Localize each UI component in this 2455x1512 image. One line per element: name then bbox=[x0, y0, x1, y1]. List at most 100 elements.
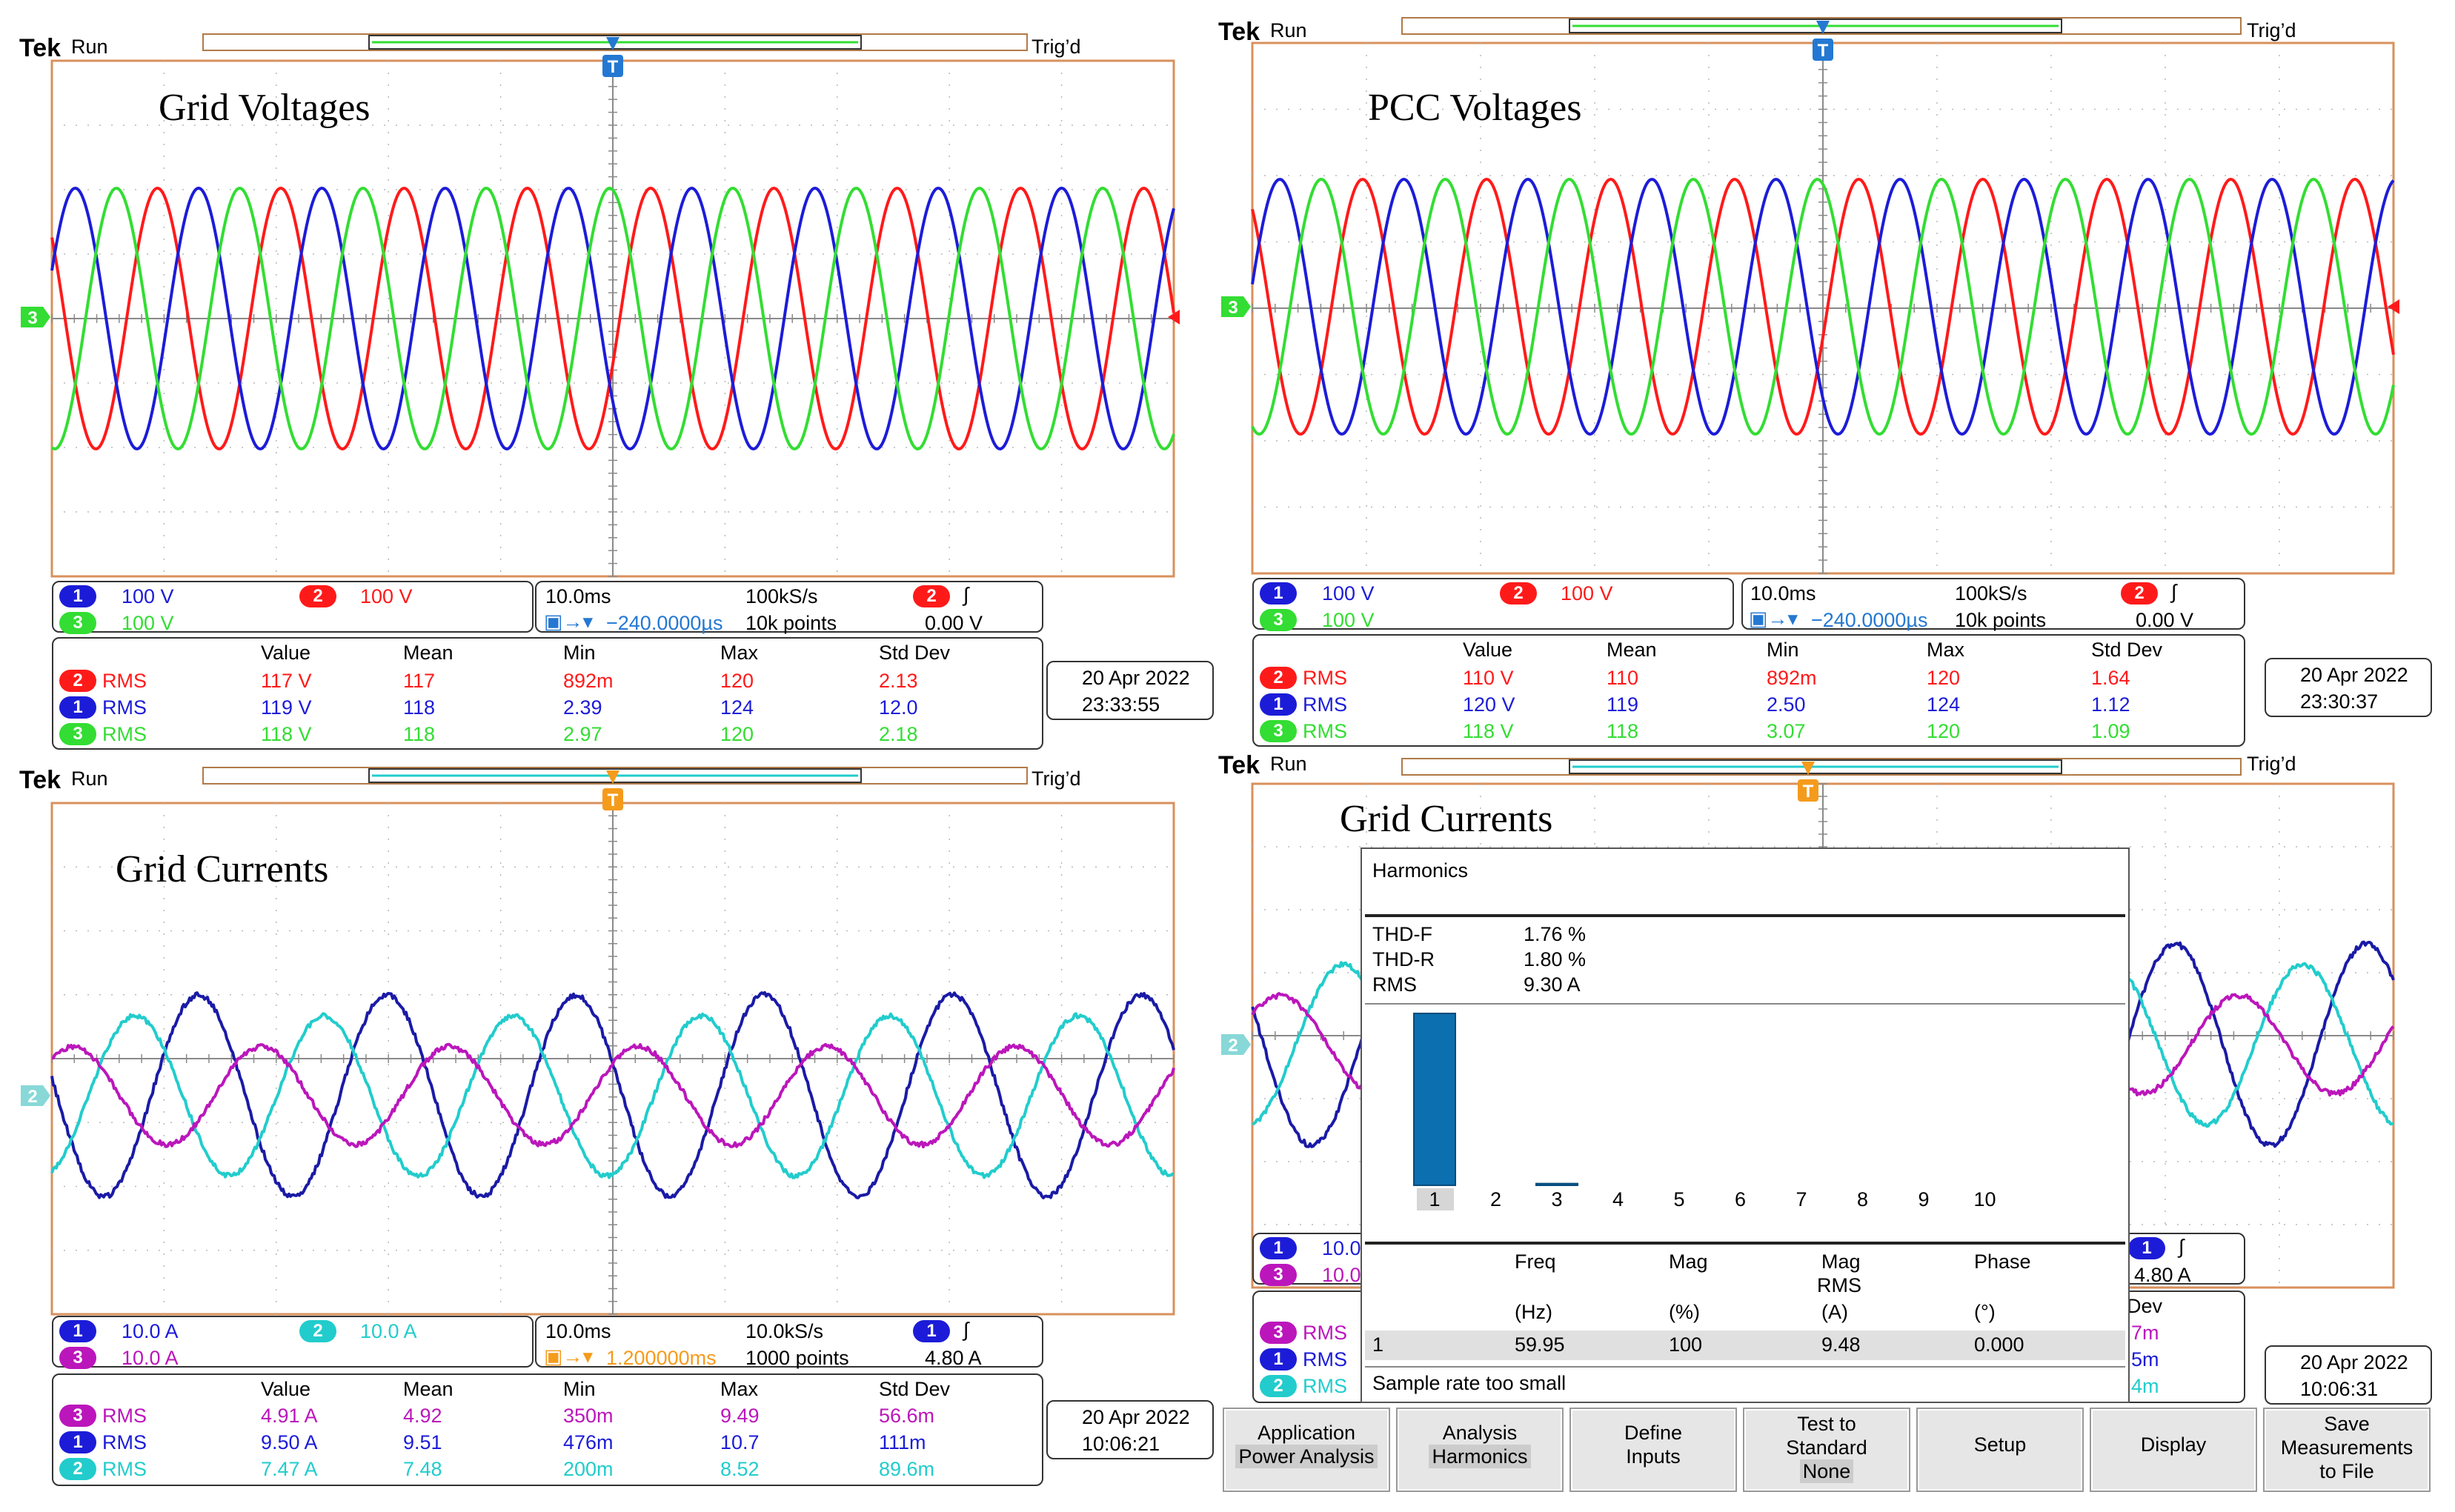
tek-logo: Tek bbox=[19, 34, 61, 63]
meas-row-name: RMS bbox=[1303, 1322, 1347, 1344]
meas-value: 120 V bbox=[1463, 693, 1515, 716]
meas-header-min: Min bbox=[563, 642, 596, 664]
menu-application-button[interactable]: Application Power Analysis bbox=[1223, 1408, 1390, 1492]
meas-row-name: RMS bbox=[1303, 1375, 1347, 1397]
meas-row-name: RMS bbox=[1303, 667, 1347, 689]
run-status: Run bbox=[71, 767, 108, 790]
menu-analysis-button[interactable]: Analysis Harmonics bbox=[1396, 1408, 1564, 1492]
meas-mean: 110 bbox=[1607, 667, 1638, 689]
menu-display-button[interactable]: Display bbox=[2090, 1408, 2257, 1492]
harmonics-title: Harmonics bbox=[1372, 859, 1468, 882]
menu-label: Inputs bbox=[1571, 1445, 1735, 1468]
meas-row-badge: 3 bbox=[59, 723, 96, 745]
harmonic-order-label: 1 bbox=[1429, 1188, 1440, 1210]
unit-phase: (°) bbox=[1974, 1301, 1996, 1323]
meas-mean: 118 bbox=[403, 723, 435, 745]
harmonic-bar bbox=[1536, 1184, 1578, 1185]
harmonic-order-label: 8 bbox=[1857, 1188, 1868, 1210]
menu-test-to-standard-button[interactable]: Test to Standard None bbox=[1743, 1408, 1910, 1492]
menu-setup-button[interactable]: Setup bbox=[1916, 1408, 2084, 1492]
menu-value: None bbox=[1800, 1459, 1854, 1483]
panel-title: PCC Voltages bbox=[1368, 86, 1582, 130]
meas-max: 10.7 bbox=[720, 1431, 760, 1453]
unit-mag: (%) bbox=[1669, 1301, 1700, 1323]
meas-min: 892m bbox=[1767, 667, 1817, 689]
meas-std-dev: 1.12 bbox=[2091, 693, 2130, 716]
divider bbox=[1365, 1003, 2125, 1005]
menu-label: Display bbox=[2091, 1433, 2256, 1456]
meas-header-std-dev: Dev bbox=[2127, 1295, 2162, 1317]
trig-status: Trig’d bbox=[1032, 767, 1081, 790]
sample-rate: 100kS/s bbox=[1955, 582, 2027, 605]
ch2-badge: 2 bbox=[299, 585, 336, 607]
ch1-badge: 1 bbox=[59, 585, 96, 607]
ch2-badge: 2 bbox=[1500, 582, 1537, 605]
harmonics-window[interactable]: Harmonics THD-F 1.76 % THD-R 1.80 % RMS … bbox=[1361, 847, 2130, 1403]
trig-source-badge: 1 bbox=[2128, 1237, 2165, 1259]
menu-save-measurements-button[interactable]: Save Measurements to File bbox=[2263, 1408, 2431, 1492]
ch2-scale: 100 V bbox=[1561, 582, 1613, 605]
menu-define-inputs-button[interactable]: Define Inputs bbox=[1569, 1408, 1737, 1492]
meas-row-badge: 1 bbox=[1260, 693, 1297, 716]
record-length: 10k points bbox=[745, 612, 837, 634]
meas-max: 120 bbox=[1927, 667, 1960, 689]
menu-label: Define bbox=[1571, 1421, 1735, 1445]
trig-level: 0.00 V bbox=[2136, 609, 2193, 631]
time: 23:33:55 bbox=[1082, 693, 1160, 716]
meas-max: 8.52 bbox=[720, 1458, 760, 1480]
record-length: 1000 points bbox=[745, 1347, 849, 1369]
meas-value: 118 V bbox=[261, 723, 312, 745]
harmonic-order-label: 10 bbox=[1973, 1188, 1996, 1210]
row-harmonic-order: 1 bbox=[1372, 1333, 1383, 1356]
meas-row-name: RMS bbox=[102, 696, 147, 719]
meas-row-badge: 2 bbox=[1260, 1375, 1297, 1397]
delay-arrow-icon: ▣→▾ bbox=[1749, 607, 1798, 630]
meas-max: 120 bbox=[720, 723, 754, 745]
trig-status: Trig’d bbox=[2247, 753, 2296, 776]
meas-header-mean: Mean bbox=[403, 642, 454, 664]
meas-min: 2.39 bbox=[563, 696, 602, 719]
meas-row-name: RMS bbox=[102, 1405, 147, 1427]
menu-label: Analysis bbox=[1398, 1421, 1562, 1445]
thd-r-label: THD-R bbox=[1372, 948, 1435, 970]
meas-value: 4.91 A bbox=[261, 1405, 318, 1427]
meas-min: 350m bbox=[563, 1405, 614, 1427]
trig-slope-icon: ∫ bbox=[2179, 1236, 2184, 1258]
meas-header-value: Value bbox=[261, 642, 310, 664]
trig-slope-icon: ∫ bbox=[2171, 581, 2176, 603]
meas-header-mean: Mean bbox=[1607, 639, 1657, 661]
ch3-scale: 10.0 A bbox=[122, 1347, 179, 1369]
harmonic-order-label: 7 bbox=[1795, 1188, 1807, 1210]
harmonic-order-label: 6 bbox=[1735, 1188, 1746, 1210]
horizontal-delay: −240.0000µs bbox=[1811, 609, 1927, 631]
trigger-marker-label: T bbox=[1803, 782, 1814, 802]
meas-std-dev: 12.0 bbox=[879, 696, 918, 719]
time: 23:30:37 bbox=[2300, 690, 2378, 713]
meas-row-badge: 3 bbox=[1260, 720, 1297, 742]
meas-row-name: RMS bbox=[102, 670, 147, 692]
harmonic-order-label: 5 bbox=[1673, 1188, 1684, 1210]
col-header-phase: Phase bbox=[1974, 1250, 2031, 1273]
ch1-scale: 100 V bbox=[1322, 582, 1375, 605]
trig-status: Trig’d bbox=[2247, 19, 2296, 42]
meas-header-max: Max bbox=[720, 1378, 758, 1400]
harmonic-order-label: 3 bbox=[1551, 1188, 1562, 1210]
menu-label: Standard bbox=[1744, 1436, 1909, 1459]
ch2-scale: 10.0 A bbox=[360, 1320, 417, 1342]
ch3-badge: 3 bbox=[1260, 609, 1297, 631]
horizontal-delay: 1.200000ms bbox=[606, 1347, 717, 1369]
harmonic-bar bbox=[1414, 1013, 1455, 1185]
trigger-marker-label: T bbox=[1818, 41, 1829, 61]
trig-source-badge: 2 bbox=[2121, 582, 2158, 605]
table-row[interactable]: 1 59.95 100 9.48 0.000 bbox=[1365, 1331, 2125, 1360]
meas-header-max: Max bbox=[720, 642, 758, 664]
time-per-div: 10.0ms bbox=[1750, 582, 1816, 605]
meas-header-min: Min bbox=[1767, 639, 1799, 661]
meas-min: 200m bbox=[563, 1458, 614, 1480]
scope-panel-pcc-voltages: T3 Tek Run Trig’d PCC Voltages 1 100 V 2… bbox=[1215, 0, 2442, 756]
meas-header-value: Value bbox=[1463, 639, 1512, 661]
divider bbox=[1365, 914, 2125, 917]
meas-row-badge: 1 bbox=[59, 696, 96, 719]
row-phase: 0.000 bbox=[1974, 1333, 2024, 1356]
time: 10:06:31 bbox=[2300, 1378, 2378, 1400]
